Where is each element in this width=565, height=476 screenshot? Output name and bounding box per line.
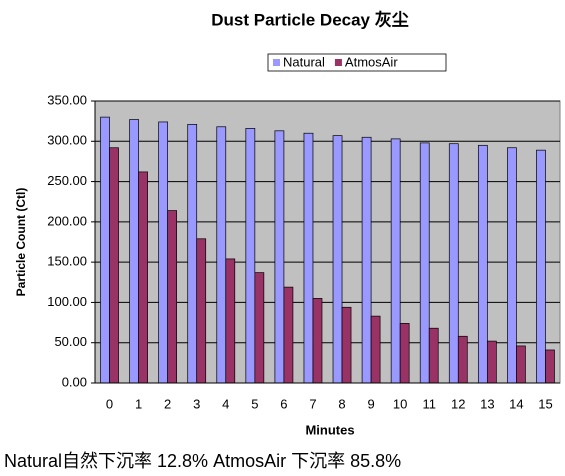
bar	[545, 349, 555, 384]
bar	[341, 306, 352, 384]
x-tick-label: 13	[480, 396, 494, 411]
bar	[507, 147, 517, 384]
x-tick-label: 11	[422, 396, 436, 411]
legend-box	[267, 53, 447, 72]
bar	[274, 130, 285, 384]
x-axis-title: Minutes	[305, 422, 354, 437]
bar	[477, 144, 488, 384]
x-tick-label: 14	[509, 396, 523, 411]
bar	[100, 116, 110, 384]
bar	[254, 272, 265, 384]
chart-title: Dust Particle Decay 灰尘	[211, 9, 408, 29]
x-tick-label: 6	[280, 396, 287, 411]
y-tick-label: 200.00	[47, 213, 87, 228]
bar	[312, 298, 323, 384]
x-tick-label: 9	[367, 396, 374, 411]
x-tick-label: 12	[451, 396, 465, 411]
caption: Natural自然下沉率 12.8% AtmosAir 下沉率 85.8%	[4, 451, 401, 471]
bar	[457, 335, 468, 384]
x-tick-label: 8	[338, 396, 345, 411]
bar	[187, 124, 198, 384]
bar	[361, 136, 372, 384]
y-tick-label: 150.00	[47, 254, 87, 269]
x-tick-label: 2	[164, 396, 171, 411]
bar	[167, 210, 178, 384]
legend-swatch	[334, 59, 342, 66]
bar	[536, 149, 546, 384]
bar	[486, 340, 497, 384]
x-tick-label: 3	[193, 396, 200, 411]
bar	[216, 126, 227, 384]
x-tick-label: 1	[135, 396, 142, 411]
bar	[109, 147, 119, 384]
bar	[225, 258, 236, 384]
x-tick-label: 5	[251, 396, 258, 411]
legend-label: Natural	[283, 54, 325, 69]
bar	[303, 132, 314, 384]
y-tick-label: 350.00	[47, 92, 87, 107]
bar	[419, 142, 430, 384]
y-tick-label: 50.00	[54, 334, 87, 349]
y-tick-label: 0.00	[62, 374, 87, 389]
x-tick-label: 4	[222, 396, 229, 411]
bar	[399, 323, 410, 384]
bar	[283, 286, 294, 384]
bar	[158, 121, 169, 384]
bar	[448, 143, 459, 384]
y-axis-title: Particle Count (Ctl)	[14, 188, 28, 297]
legend-swatch	[273, 59, 280, 66]
bar	[196, 238, 207, 384]
bar	[245, 128, 256, 384]
x-tick-label: 7	[309, 396, 316, 411]
x-tick-label: 0	[106, 396, 113, 411]
x-tick-label: 15	[538, 396, 552, 411]
legend-label: AtmosAir	[345, 54, 398, 69]
bar	[370, 315, 381, 384]
bar	[428, 327, 439, 384]
bar	[332, 135, 343, 384]
bar	[138, 171, 148, 384]
x-tick-label: 10	[393, 396, 407, 411]
bar	[516, 345, 526, 384]
y-tick-label: 300.00	[47, 133, 87, 148]
y-tick-label: 250.00	[47, 173, 87, 188]
y-tick-label: 100.00	[47, 294, 87, 309]
bar	[129, 119, 139, 384]
bar	[390, 138, 401, 384]
